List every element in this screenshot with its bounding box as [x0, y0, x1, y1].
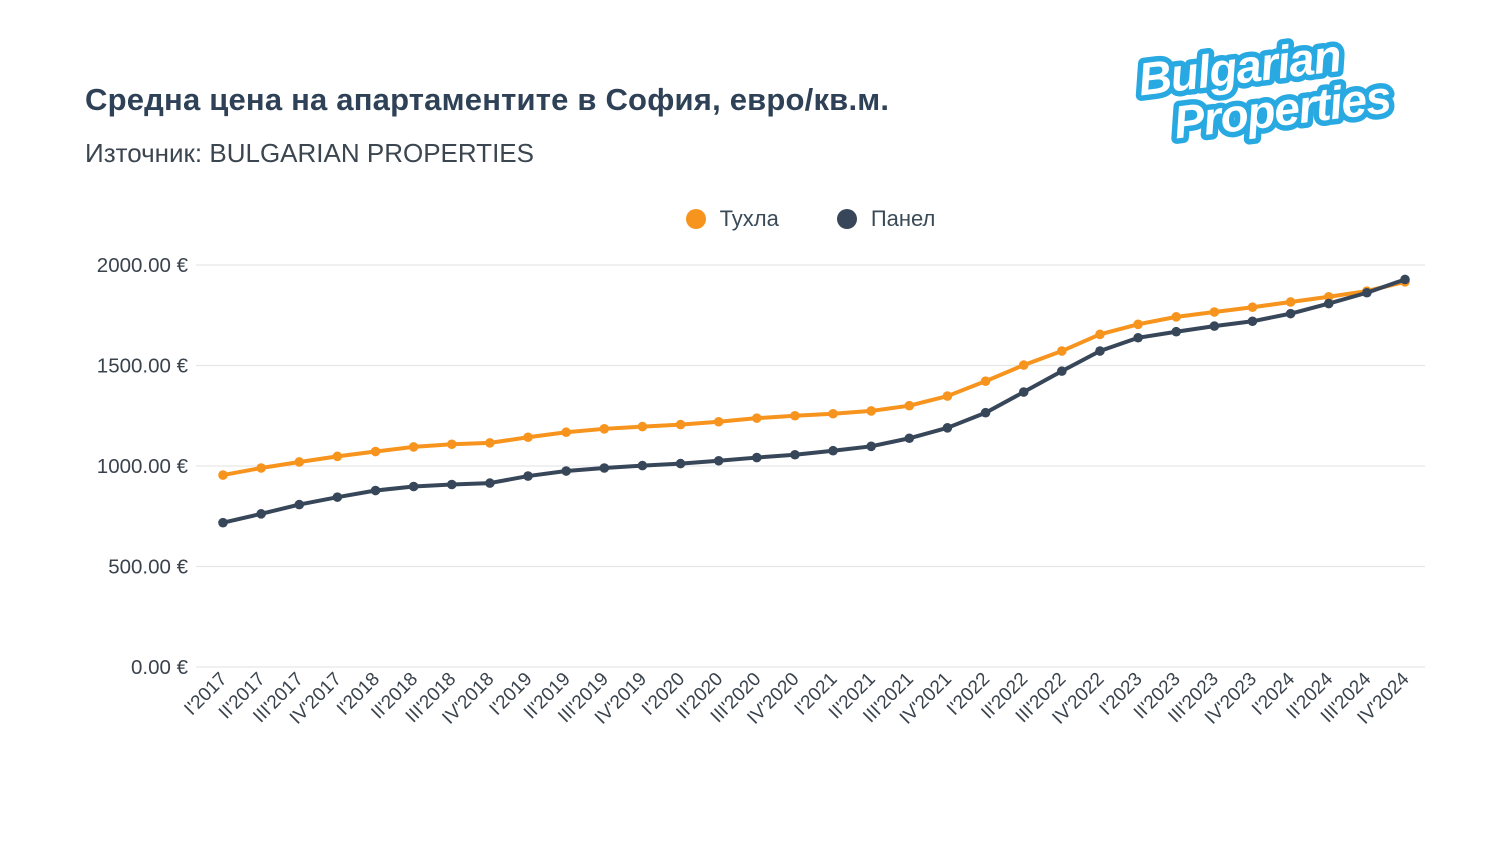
data-point-Панел — [675, 458, 686, 469]
data-point-Панел — [1018, 387, 1029, 397]
legend-dot-panel — [836, 209, 857, 229]
legend-item-panel: Панел — [836, 206, 936, 232]
legend-label-tuhla: Тухла — [719, 206, 779, 231]
y-tick-label: 0.00 € — [131, 656, 189, 679]
data-point-Тухла — [980, 376, 991, 386]
data-point-Тухла — [1247, 302, 1258, 313]
data-point-Тухла — [523, 432, 533, 443]
data-point-Панел — [218, 517, 228, 528]
data-point-Панел — [294, 499, 305, 510]
data-point-Тухла — [256, 463, 266, 473]
brand-logo: Bulgarian Properties — [1130, 24, 1399, 148]
y-tick-label: 1500.00 € — [97, 355, 189, 378]
data-point-Панел — [866, 441, 876, 452]
data-point-Панел — [599, 463, 610, 473]
data-point-Панел — [713, 455, 724, 466]
data-point-Тухла — [1057, 346, 1067, 356]
legend-dot-tuhla — [685, 209, 706, 229]
data-point-Панел — [256, 509, 266, 519]
data-point-Тухла — [828, 408, 838, 419]
data-point-Тухла — [370, 446, 381, 457]
data-point-Панел — [1133, 332, 1143, 343]
data-point-Панел — [1247, 316, 1258, 327]
data-point-Тухла — [866, 406, 876, 416]
data-point-Панел — [942, 423, 953, 433]
series-line-Тухла — [221, 279, 1407, 478]
data-point-Панел — [332, 492, 343, 502]
data-point-Тухла — [1133, 319, 1143, 330]
data-point-Панел — [370, 485, 381, 496]
data-point-Тухла — [599, 424, 610, 434]
legend-item-tuhla: Тухла — [685, 206, 779, 232]
data-point-Панел — [523, 471, 533, 481]
data-point-Панел — [1400, 274, 1410, 285]
data-point-Панел — [828, 445, 838, 456]
y-tick-label: 2000.00 € — [97, 254, 189, 277]
data-point-Тухла — [675, 419, 686, 430]
data-point-Тухла — [790, 410, 800, 421]
data-point-Панел — [561, 466, 571, 476]
chart-source: Източник: BULGARIAN PROPERTIES — [85, 138, 534, 168]
data-point-Тухла — [1285, 297, 1296, 307]
data-point-Тухла — [942, 391, 953, 401]
data-point-Панел — [1095, 346, 1105, 356]
data-point-Тухла — [561, 427, 571, 438]
data-point-Тухла — [1323, 291, 1334, 302]
data-point-Тухла — [332, 451, 343, 462]
data-point-Панел — [1171, 326, 1182, 337]
data-point-Тухла — [218, 470, 228, 480]
data-point-Тухла — [485, 438, 495, 448]
data-point-Панел — [1323, 298, 1334, 309]
data-point-Панел — [980, 407, 991, 418]
price-chart: 2000.00 € 1500.00 € 1000.00 € 500.00 € 0.00 … — [97, 254, 1425, 729]
data-point-Тухла — [408, 442, 419, 452]
data-point-Тухла — [637, 421, 648, 432]
chart-title: Средна цена на апартаментите в София, ев… — [85, 82, 890, 117]
data-point-Тухла — [294, 457, 305, 467]
data-point-Панел — [637, 460, 648, 471]
data-point-Тухла — [1018, 360, 1029, 370]
y-tick-label: 1000.00 € — [97, 455, 189, 478]
data-point-Тухла — [904, 400, 915, 411]
data-point-Тухла — [713, 416, 724, 427]
y-tick-label: 500.00 € — [108, 556, 188, 579]
data-point-Тухла — [752, 413, 762, 423]
data-point-Панел — [1285, 308, 1296, 319]
data-point-Тухла — [446, 439, 457, 450]
series-line-Панел — [221, 277, 1407, 525]
data-point-Панел — [446, 479, 457, 490]
data-point-Панел — [904, 433, 915, 444]
data-point-Панел — [485, 478, 495, 488]
data-point-Панел — [1209, 321, 1220, 331]
legend-label-panel: Панел — [870, 206, 936, 231]
legend: Тухла Панел — [196, 206, 1425, 232]
data-point-Тухла — [1095, 329, 1105, 340]
data-point-Тухла — [1209, 307, 1220, 317]
data-point-Панел — [408, 481, 419, 492]
data-point-Панел — [1362, 287, 1372, 298]
data-point-Тухла — [1171, 312, 1182, 322]
data-point-Панел — [790, 449, 800, 460]
data-point-Панел — [752, 452, 762, 463]
data-point-Панел — [1057, 366, 1067, 376]
